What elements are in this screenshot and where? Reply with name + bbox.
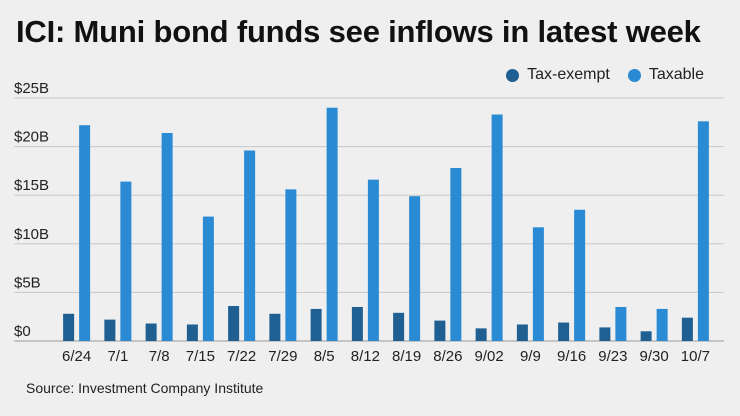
legend-item-tax-exempt: Tax-exempt (506, 66, 610, 84)
bar-tax-exempt (434, 320, 446, 341)
bar-tax-exempt (516, 324, 528, 341)
x-tick-label: 7/22 (227, 348, 256, 365)
bar-tax-exempt (640, 331, 652, 341)
bar-tax-exempt (475, 328, 487, 341)
bar-taxable (202, 216, 214, 341)
x-tick-label: 8/26 (433, 348, 462, 365)
bar-taxable (285, 189, 297, 341)
bar-taxable (491, 114, 503, 341)
x-tick-label: 8/5 (314, 348, 335, 365)
x-tick-label: 9/02 (475, 348, 504, 365)
bar-taxable (120, 181, 132, 341)
bar-tax-exempt (310, 308, 322, 341)
x-tick-label: 7/29 (268, 348, 297, 365)
y-tick-label: $20B (14, 129, 49, 146)
bar-taxable (326, 107, 338, 341)
chart-legend: Tax-exempt Taxable (488, 66, 704, 84)
bar-taxable (697, 121, 709, 341)
bar-taxable (615, 306, 627, 341)
x-tick-label: 7/1 (107, 348, 128, 365)
x-tick-label: 8/19 (392, 348, 421, 365)
x-tick-label: 9/16 (557, 348, 586, 365)
bar-tax-exempt (145, 323, 157, 341)
bar-tax-exempt (351, 306, 363, 341)
bar-taxable (532, 227, 544, 341)
source-note: Source: Investment Company Institute (26, 380, 264, 396)
bar-tax-exempt (393, 312, 405, 341)
y-tick-label: $15B (14, 177, 49, 194)
bar-tax-exempt (558, 322, 570, 341)
legend-swatch-tax-exempt (506, 68, 520, 82)
bar-tax-exempt (63, 313, 75, 341)
legend-swatch-taxable (627, 68, 641, 82)
bar-tax-exempt (681, 317, 693, 341)
legend-item-taxable: Taxable (627, 66, 704, 84)
y-tick-label: $10B (14, 226, 49, 243)
bar-taxable (409, 196, 421, 341)
x-tick-label: 7/8 (149, 348, 170, 365)
y-tick-label: $25B (14, 80, 49, 97)
x-tick-label: 9/30 (640, 348, 669, 365)
bar-taxable (367, 179, 379, 341)
bar-tax-exempt (104, 319, 116, 341)
y-tick-label: $0 (14, 323, 31, 340)
legend-label-tax-exempt: Tax-exempt (527, 66, 610, 83)
bar-taxable (574, 209, 586, 341)
chart-title: ICI: Muni bond funds see inflows in late… (16, 14, 701, 49)
bar-tax-exempt (599, 327, 611, 341)
bar-tax-exempt (228, 306, 240, 341)
y-tick-label: $5B (14, 274, 41, 291)
x-tick-label: 6/24 (62, 348, 91, 365)
x-tick-label: 10/7 (681, 348, 710, 365)
bar-taxable (656, 308, 668, 341)
x-tick-label: 9/9 (520, 348, 541, 365)
x-tick-label: 7/15 (186, 348, 215, 365)
bar-taxable (244, 150, 256, 341)
bar-tax-exempt (186, 324, 198, 341)
x-tick-label: 8/12 (351, 348, 380, 365)
bar-tax-exempt (269, 313, 281, 341)
bar-taxable (450, 167, 462, 341)
x-tick-label: 9/23 (598, 348, 627, 365)
bar-taxable (79, 125, 91, 341)
bar-taxable (161, 132, 173, 341)
legend-label-taxable: Taxable (648, 66, 704, 83)
